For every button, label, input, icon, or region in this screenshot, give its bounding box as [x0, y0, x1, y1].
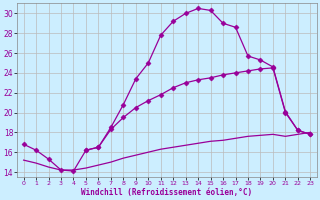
X-axis label: Windchill (Refroidissement éolien,°C): Windchill (Refroidissement éolien,°C) — [81, 188, 252, 197]
